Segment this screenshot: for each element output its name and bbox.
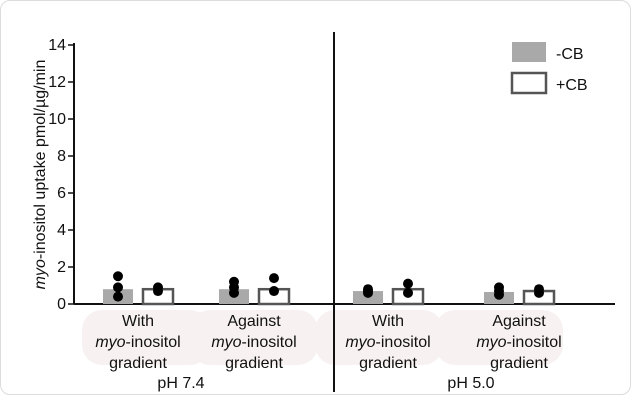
label-backdrop-3 (435, 310, 563, 365)
point--CB-0-2 (113, 291, 123, 302)
category-label-line1-1: Against (227, 313, 281, 330)
category-label-line2-0: myo-inositol (95, 334, 180, 351)
category-label-line2-3: myo-inositol (476, 334, 561, 351)
panel-label-1: pH 5.0 (447, 375, 494, 392)
category-label-line1-2: With (372, 313, 404, 330)
y-tick-label-14: 14 (48, 37, 66, 54)
legend-label-+CB: +CB (556, 77, 588, 94)
point-+CB-2-0 (403, 278, 413, 289)
label-backdrop-1 (190, 310, 318, 365)
category-label-line2-1: myo-inositol (211, 334, 296, 351)
y-tick-label-8: 8 (57, 148, 66, 165)
category-label-line3-0: gradient (109, 355, 167, 372)
category-label-line3-3: gradient (490, 355, 548, 372)
point--CB-0-0 (113, 271, 123, 282)
legend-swatch--CB (512, 42, 546, 62)
category-label-line2-2: myo-inositol (345, 334, 430, 351)
point-+CB-2-1 (403, 287, 413, 298)
y-tick-label-0: 0 (57, 296, 66, 313)
point--CB-1-2 (229, 287, 239, 298)
point-+CB-0-1 (153, 286, 163, 297)
label-backdrop-2 (315, 310, 443, 365)
y-axis-label: myo-inositol uptake pmol/µg/min (32, 60, 49, 290)
category-label-line3-2: gradient (359, 355, 417, 372)
y-tick-label-6: 6 (57, 185, 66, 202)
legend-label--CB: -CB (556, 46, 584, 63)
category-label-line1-0: With (122, 313, 154, 330)
point--CB-0-1 (113, 282, 123, 293)
point-+CB-1-1 (269, 286, 279, 297)
y-tick-label-10: 10 (48, 111, 66, 128)
point--CB-2-2 (363, 287, 373, 298)
y-tick-label-2: 2 (57, 259, 66, 276)
point--CB-3-2 (494, 289, 504, 300)
category-label-line3-1: gradient (225, 355, 283, 372)
y-tick-label-4: 4 (57, 222, 66, 239)
panel-label-0: pH 7.4 (157, 375, 204, 392)
point-+CB-3-1 (534, 287, 544, 298)
label-backdrop-0 (82, 310, 210, 365)
category-label-line1-3: Against (492, 313, 546, 330)
point-+CB-1-0 (269, 273, 279, 284)
y-tick-label-12: 12 (48, 74, 66, 91)
legend-swatch-+CB (510, 71, 548, 95)
